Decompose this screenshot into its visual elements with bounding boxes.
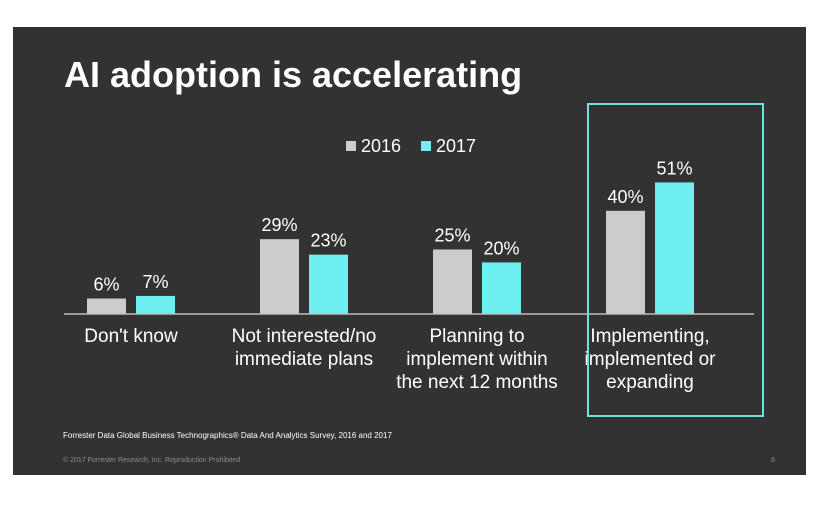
legend-label-2017: 2017 [436,136,476,156]
slide: AI adoption is accelerating 6% 29% 25% 40% 7… [13,27,806,475]
legend-swatch-2017 [421,141,431,151]
data-label-2017-2: 20% [483,238,519,258]
bar-2016-1 [260,239,299,314]
highlight-box [587,103,764,417]
data-label-2016-0: 6% [93,275,119,295]
bar-2016-2 [433,249,472,314]
data-label-2016-1: 29% [261,215,297,235]
data-label-2017-1: 23% [310,231,346,251]
data-label-2016-2: 25% [434,226,470,246]
legend-swatch-2016 [346,141,356,151]
slide-title: AI adoption is accelerating [64,54,523,95]
copyright-note: © 2017 Forrester Research, Inc. Reproduc… [63,457,241,464]
source-note: Forrester Data Global Business Technogra… [63,431,392,440]
bar-2017-3 [655,182,694,314]
bar-chart: 6% 29% 25% 40% 7% 23% 20% 51% 2016 2017 [64,136,754,315]
bar-2017-0 [136,295,175,314]
page-number: 8 [771,457,775,464]
bar-2016-0 [87,298,126,314]
data-label-2017-0: 7% [142,272,168,292]
category-label-1: Not interested/no immediate plans [231,326,377,370]
bar-2017-2 [482,262,521,314]
category-label-3: Implementing, implemented or expanding [584,326,716,393]
bar-2017-1 [309,254,348,314]
data-label-2017-3: 51% [656,158,692,178]
bar-2016-3 [606,210,645,314]
legend-label-2016: 2016 [361,136,401,156]
category-label-0: Don't know [84,326,178,347]
category-label-2: Planning to implement within the next 12… [396,326,558,393]
data-label-2016-3: 40% [607,187,643,207]
